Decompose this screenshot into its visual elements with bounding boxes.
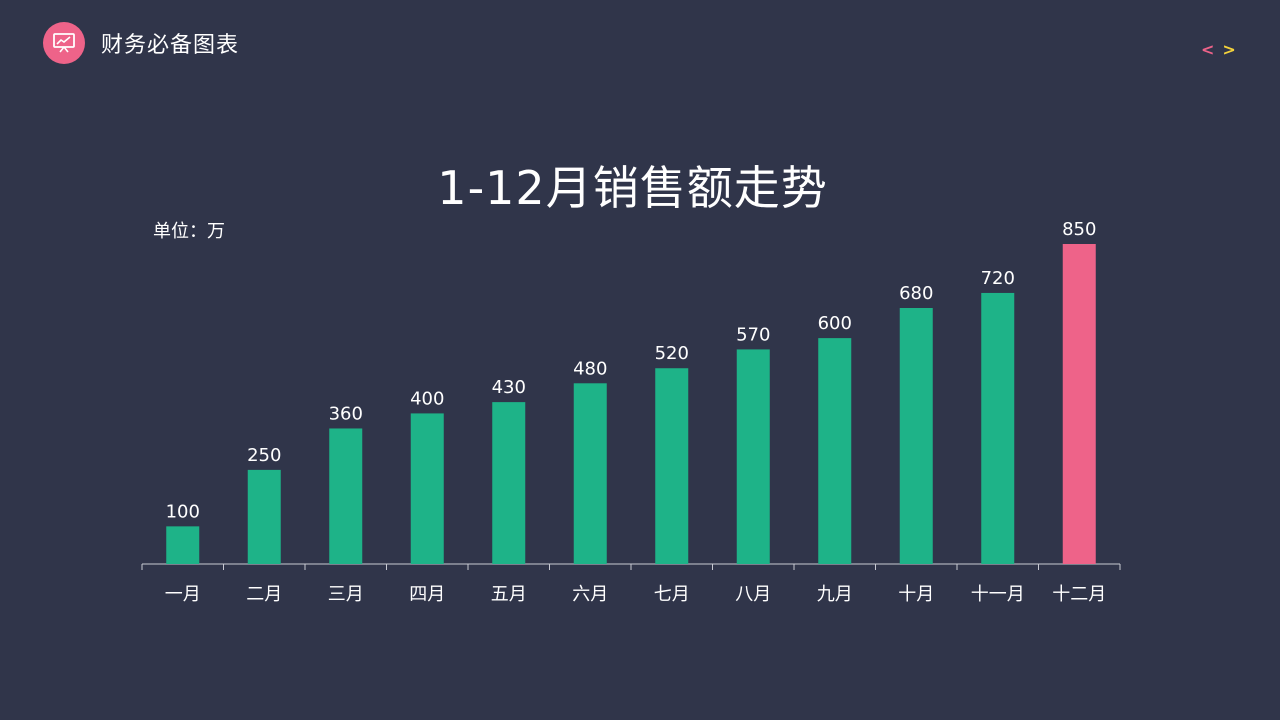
data-label: 400 [410,388,444,409]
unit-label: 单位：万 [153,221,225,242]
bar [1062,244,1096,564]
x-tick-label: 十一月 [971,584,1025,605]
bar [655,368,689,564]
bar [899,308,933,564]
x-tick-label: 七月 [654,584,690,605]
data-label: 720 [981,268,1015,289]
x-tick-label: 四月 [409,584,445,605]
header: 财务必备图表 [43,22,239,64]
data-label: 850 [1062,219,1096,240]
data-label: 480 [573,358,607,379]
x-tick-label: 九月 [817,584,853,605]
data-label: 520 [655,343,689,364]
x-tick-label: 五月 [491,584,527,605]
data-label: 100 [166,501,200,522]
bar [166,526,200,564]
data-label: 600 [818,313,852,334]
x-tick-label: 十月 [898,584,934,605]
chevron-left-icon[interactable]: < [1201,40,1215,59]
bar [410,413,444,564]
bar [818,338,852,564]
presentation-chart-icon [43,22,85,64]
x-tick-label: 二月 [246,584,282,605]
data-label: 680 [899,283,933,304]
bar [247,469,281,564]
bar [329,428,363,564]
x-tick-label: 一月 [165,584,201,605]
data-label: 250 [247,445,281,466]
bar [573,383,607,564]
app-title: 财务必备图表 [101,33,240,58]
chevron-right-icon[interactable]: > [1222,40,1236,59]
x-tick-label: 十二月 [1052,584,1106,605]
data-label: 360 [329,403,363,424]
x-tick-label: 三月 [328,584,364,605]
bar [736,349,770,564]
data-label: 570 [736,324,770,345]
x-tick-label: 八月 [735,584,771,605]
x-tick-label: 六月 [572,584,608,605]
data-label: 430 [492,377,526,398]
bar [492,402,526,564]
bar [981,292,1015,564]
slide-navigation: < > [1201,40,1236,60]
chart-title: 1-12月销售额走势 [437,161,828,215]
